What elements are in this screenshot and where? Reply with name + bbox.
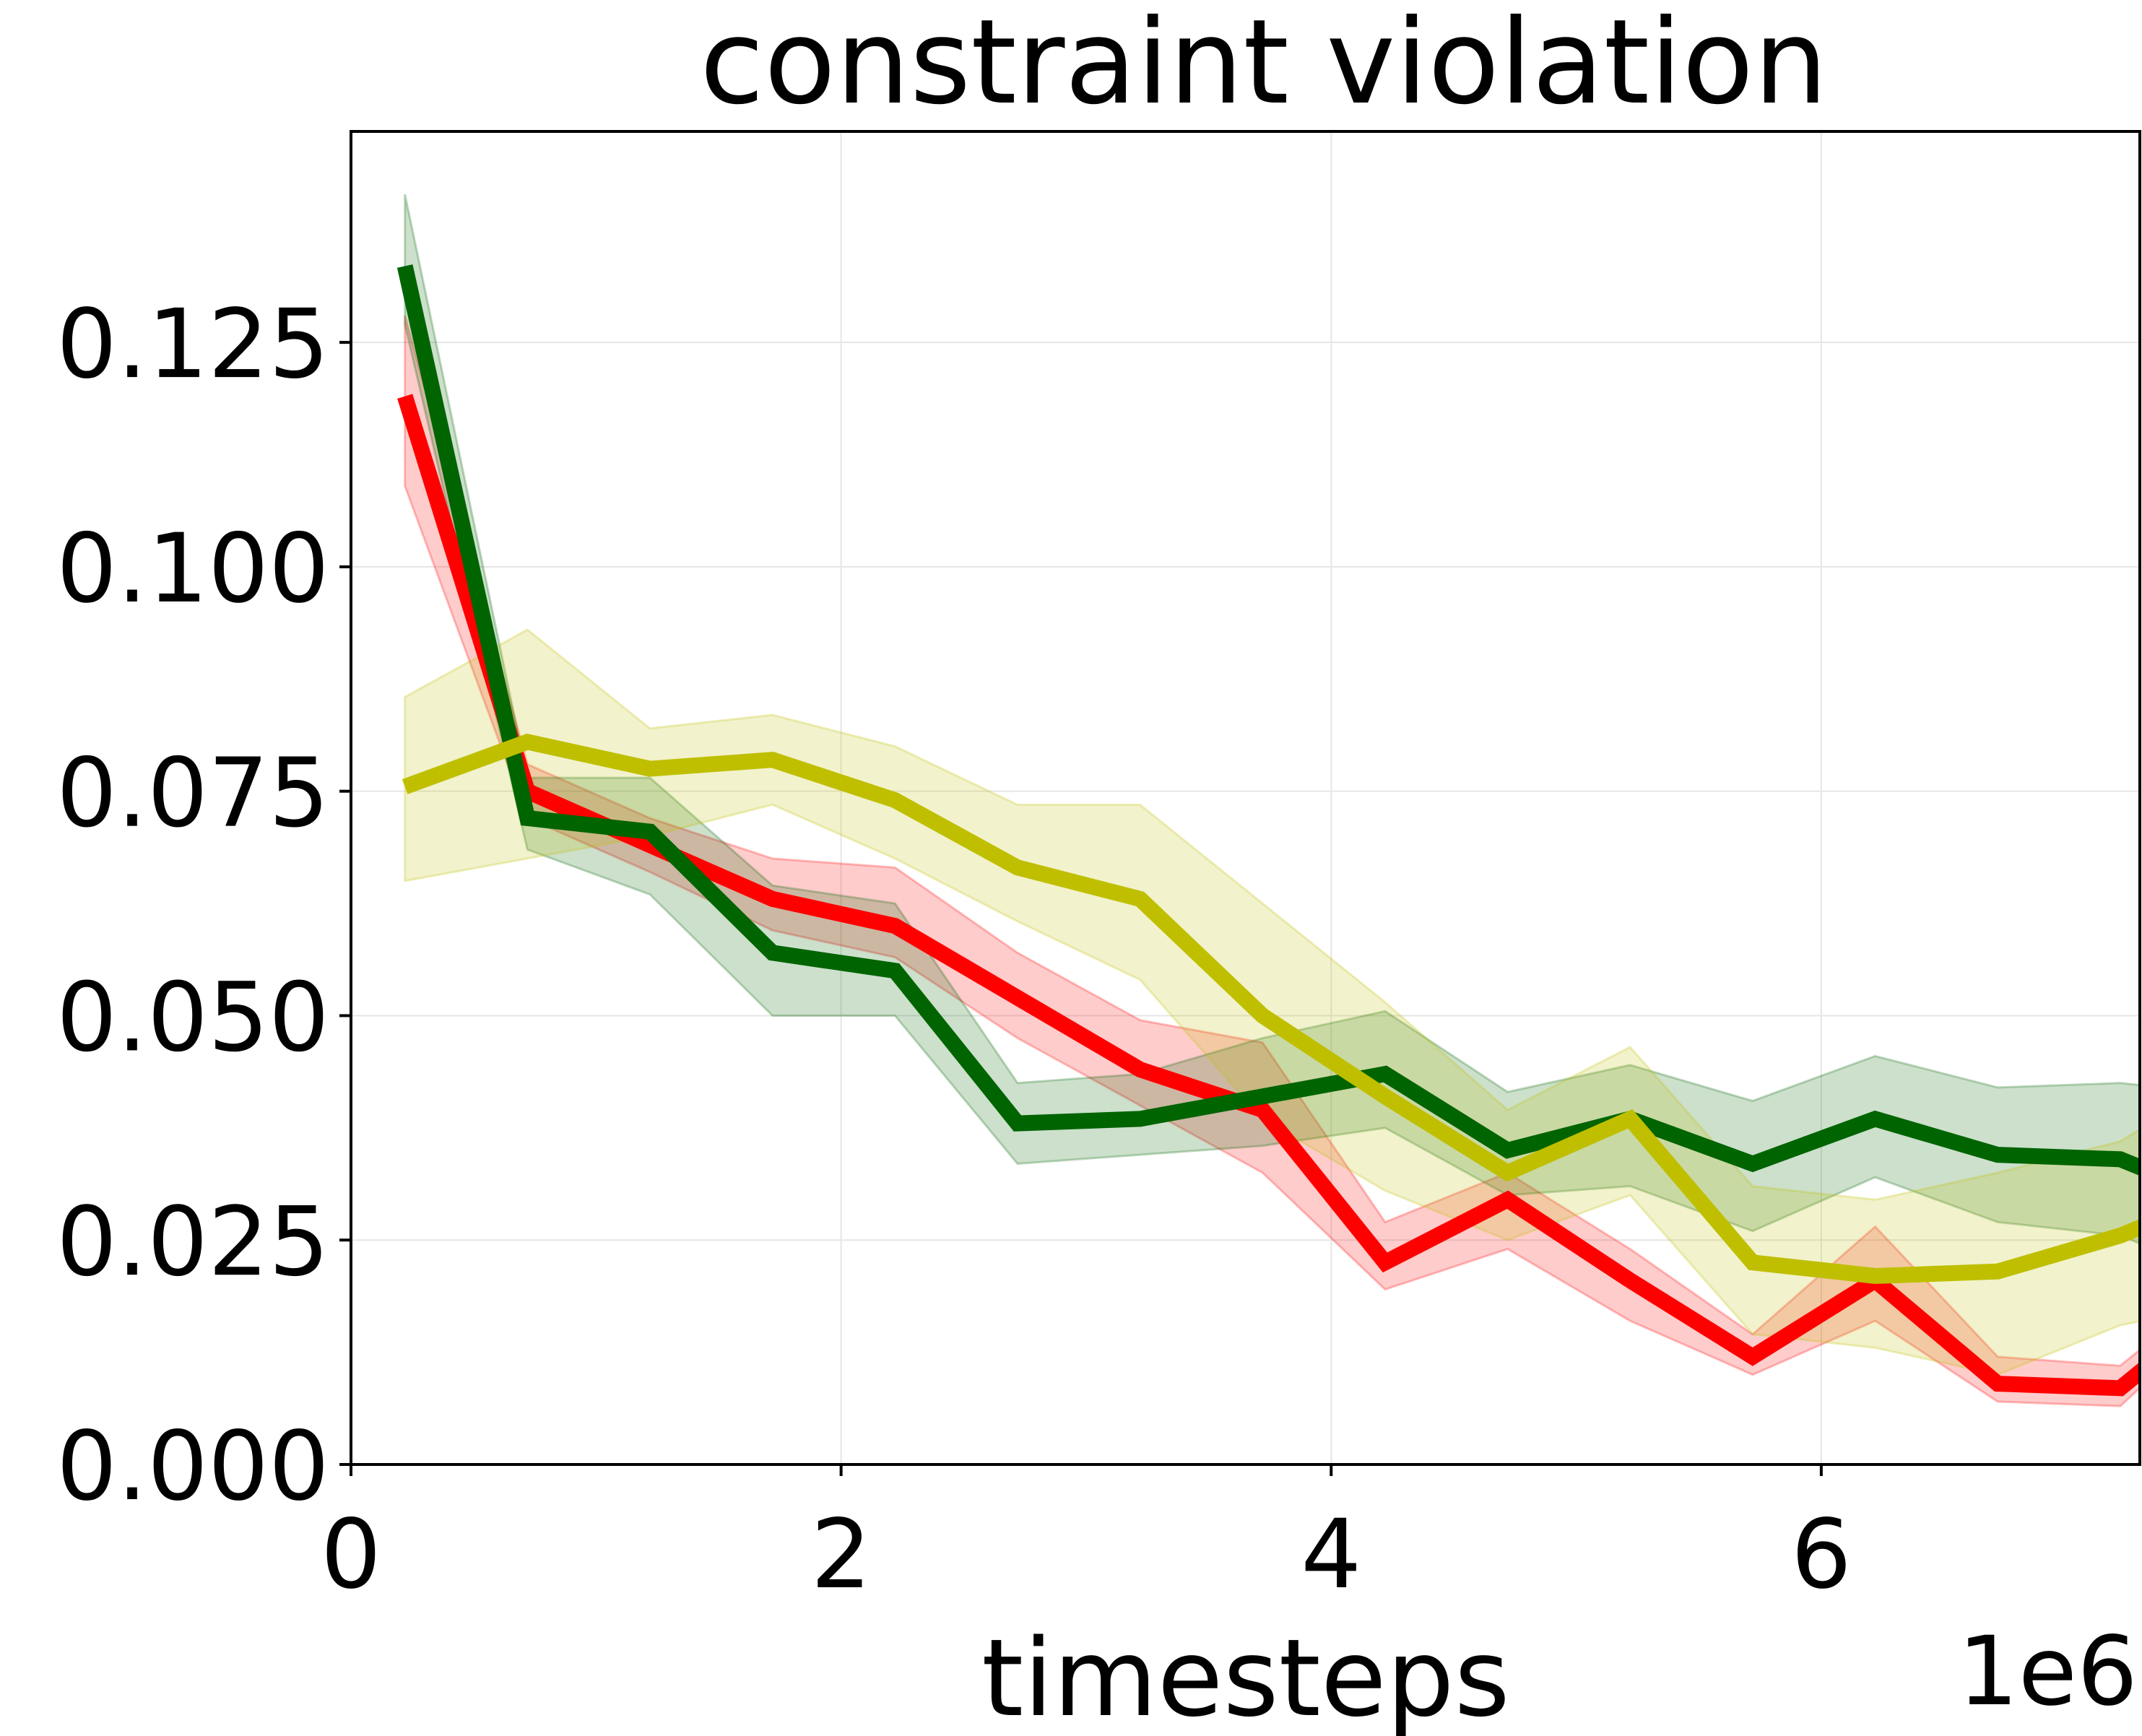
series-1-line bbox=[396, 264, 2140, 1176]
x-tick-label: 2 bbox=[811, 1499, 872, 1610]
confidence-bands bbox=[404, 194, 2140, 1407]
y-tick-label: 0.000 bbox=[56, 1411, 329, 1522]
series-2-line bbox=[402, 733, 2140, 1284]
y-tick-label: 0.050 bbox=[56, 962, 329, 1073]
y-tick-label: 0.075 bbox=[56, 738, 329, 849]
chart-title: constraint violation bbox=[700, 0, 1828, 131]
grid bbox=[351, 131, 2140, 1464]
x-axis-offset-label: 1e6 bbox=[1958, 1616, 2138, 1727]
y-tick-label: 0.025 bbox=[56, 1186, 329, 1298]
x-tick-label: 6 bbox=[1791, 1499, 1852, 1610]
series-0-band bbox=[404, 315, 2140, 1407]
x-tick-label: 0 bbox=[321, 1499, 381, 1610]
plot-frame bbox=[350, 130, 2141, 1466]
series-lines bbox=[396, 264, 2140, 1397]
y-tick-label: 0.100 bbox=[56, 513, 329, 625]
axis-ticks: 0 2 4 6 0.000 0.025 0.050 0.075 0.100 0.125 bbox=[56, 289, 1852, 1610]
y-tick-label: 0.125 bbox=[56, 289, 329, 400]
x-axis-label: timesteps bbox=[981, 1616, 1510, 1736]
series-2-band bbox=[404, 628, 2140, 1376]
series-0-line bbox=[397, 394, 2140, 1397]
series-1-band bbox=[404, 194, 2140, 1245]
x-tick-label: 4 bbox=[1301, 1499, 1361, 1610]
